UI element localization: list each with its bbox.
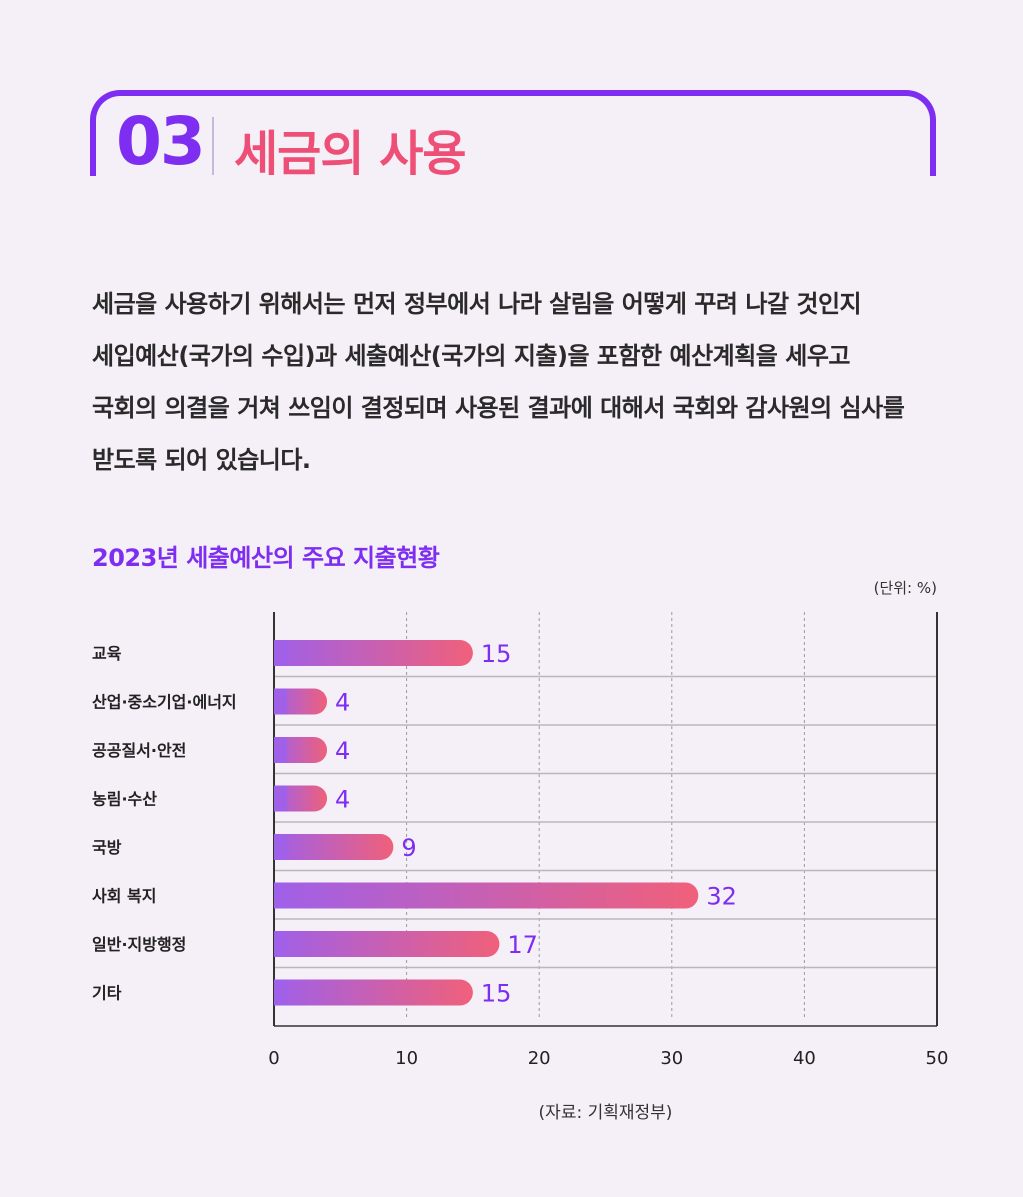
bar-cap: [274, 737, 287, 763]
bar: [274, 979, 473, 1006]
bar-cap: [274, 931, 287, 957]
x-tick-label: 50: [926, 1048, 949, 1069]
bar: [274, 640, 473, 666]
bar-cap: [274, 640, 287, 666]
data-label: 32: [706, 883, 737, 911]
category-label: 국방: [92, 838, 122, 857]
bar-cap: [274, 785, 287, 812]
chart-source: (자료: 기획재정부): [538, 1103, 673, 1123]
data-label: 4: [335, 689, 350, 717]
bar: [274, 785, 328, 812]
x-tick-label: 0: [268, 1048, 279, 1069]
category-label: 사회 복지: [92, 887, 156, 906]
bar-cap: [274, 979, 287, 1006]
bar: [274, 931, 500, 957]
bar-cap: [274, 834, 287, 860]
intro-paragraph: 세금을 사용하기 위해서는 먼저 정부에서 나라 살림을 어떻게 꾸려 나갈 것…: [92, 278, 942, 486]
category-label: 산업·중소기업·에너지: [92, 693, 237, 712]
intro-line: 국회의 의결을 거쳐 쓰임이 결정되며 사용된 결과에 대해서 국회와 감사원의…: [92, 394, 905, 422]
category-label: 공공질서·안전: [92, 741, 186, 760]
data-label: 15: [481, 640, 512, 668]
data-label: 17: [507, 931, 538, 959]
bar: [274, 737, 328, 763]
intro-line: 세금을 사용하기 위해서는 먼저 정부에서 나라 살림을 어떻게 꾸려 나갈 것…: [92, 290, 862, 318]
chart-unit: (단위: %): [873, 579, 937, 597]
category-label: 기타: [92, 984, 122, 1003]
x-tick-label: 40: [793, 1048, 816, 1069]
intro-line: 세입예산(국가의 수입)과 세출예산(국가의 지출)을 포함한 예산계획을 세우…: [92, 342, 851, 370]
x-tick-label: 30: [660, 1048, 683, 1069]
bar: [274, 688, 328, 715]
section-number: 03: [116, 103, 206, 180]
intro-line: 받도록 되어 있습니다.: [92, 446, 311, 474]
bar: [274, 882, 699, 909]
header-divider: [212, 117, 214, 175]
section-title: 세금의 사용: [234, 126, 467, 182]
bar-cap: [274, 688, 287, 715]
data-label: 15: [481, 980, 512, 1008]
chart-title: 2023년 세출예산의 주요 지출현황: [92, 544, 440, 572]
section-header-frame: [90, 90, 936, 176]
x-tick-label: 20: [528, 1048, 551, 1069]
category-label: 농림·수산: [92, 790, 157, 809]
bar: [274, 834, 394, 860]
bar-cap: [274, 882, 287, 909]
data-label: 4: [335, 786, 350, 814]
x-tick-label: 10: [395, 1048, 418, 1069]
data-label: 4: [335, 737, 350, 765]
data-label: 9: [401, 834, 416, 862]
category-label: 교육: [92, 644, 122, 663]
category-label: 일반·지방행정: [92, 935, 186, 954]
